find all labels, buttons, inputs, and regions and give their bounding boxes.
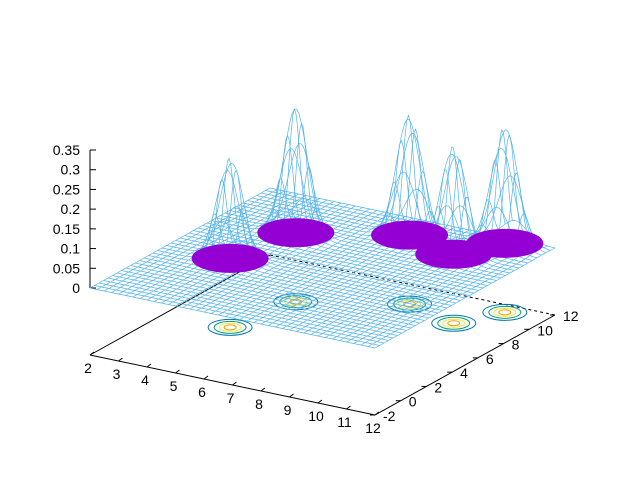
x-tick-label-10: 12	[365, 420, 381, 436]
y-tick-label-7: 12	[563, 308, 579, 324]
contour-4-1	[488, 305, 522, 319]
mesh-col-3	[111, 192, 292, 293]
x-tick-0	[89, 351, 95, 356]
x-tick-10	[374, 411, 380, 416]
mesh-col-38	[360, 238, 541, 346]
contour-0-3	[223, 324, 237, 331]
x-tick-4	[203, 375, 209, 380]
y-axis-line	[374, 314, 556, 416]
y-tick-label-5: 8	[512, 337, 520, 353]
z-tick-label-0: 0	[72, 280, 80, 296]
mesh-col-22	[246, 139, 427, 322]
x-tick-2	[146, 363, 152, 368]
mesh-col-24	[260, 128, 442, 325]
mesh-col-25	[267, 170, 449, 326]
x-tick-label-2: 4	[141, 372, 149, 388]
x-tick-label-1: 3	[113, 366, 121, 382]
y-tick-label-6: 10	[537, 322, 553, 338]
mesh-col-37	[353, 213, 534, 344]
x-tick-label-7: 9	[284, 402, 292, 418]
z-tick-label-5: 0.25	[53, 181, 80, 197]
mesh-col-0	[89, 187, 271, 289]
y-tick-label-0: -2	[383, 408, 396, 424]
mesh-col-16	[203, 211, 385, 313]
z-tick-label-2: 0.1	[61, 241, 81, 257]
mesh-col-40	[374, 247, 556, 349]
mesh-col-21	[239, 181, 420, 320]
x-tick-5	[232, 381, 237, 386]
x-tick-1	[118, 357, 123, 362]
mesh-col-4	[118, 193, 299, 295]
mesh-col-15	[196, 210, 378, 311]
mesh-col-26	[275, 210, 456, 328]
x-tick-label-8: 10	[308, 408, 324, 424]
mesh-col-23	[253, 114, 435, 323]
contour-0-0	[207, 318, 253, 336]
mesh-col-20	[232, 212, 413, 319]
x-tick-9	[346, 405, 351, 410]
mesh-col-2	[104, 190, 285, 292]
z-tick-label-7: 0.35	[53, 142, 80, 158]
z-tick-label-1: 0.05	[53, 260, 80, 276]
contour-1-1	[279, 295, 313, 309]
x-tick-6	[260, 387, 266, 392]
mesh-col-39	[367, 245, 549, 347]
peak-cap-4	[466, 228, 544, 258]
contour-4-0	[482, 303, 528, 321]
contour-4-3	[498, 309, 512, 316]
peak-cap-0	[191, 243, 269, 273]
mesh-col-31	[310, 146, 492, 335]
x-tick-label-3: 5	[170, 378, 178, 394]
y-tick-label-1: 0	[409, 394, 417, 410]
mesh-col-14	[189, 207, 370, 310]
contour-4-2	[493, 307, 517, 317]
mesh-col-13	[182, 166, 363, 308]
x-tick-label-6: 8	[255, 396, 263, 412]
z-tick-label-4: 0.2	[61, 201, 81, 217]
y-tick-label-4: 6	[486, 351, 494, 367]
x-tick-7	[289, 393, 294, 398]
x-tick-label-0: 2	[84, 360, 92, 376]
z-tick-label-3: 0.15	[53, 221, 80, 237]
mesh-col-30	[303, 169, 484, 334]
contour-3-3	[447, 320, 461, 327]
y-tick-label-2: 2	[434, 379, 442, 395]
x-tick-label-4: 6	[198, 384, 206, 400]
contour-1-2	[284, 297, 308, 307]
mesh-col-17	[210, 213, 392, 314]
x-tick-3	[175, 369, 180, 374]
mesh-col-32	[317, 158, 499, 337]
contour-3-0	[431, 314, 477, 332]
peak-cap-1	[257, 218, 335, 248]
x-tick-8	[317, 399, 323, 404]
mesh-col-1	[96, 189, 278, 290]
x-tick-label-9: 11	[337, 414, 352, 430]
contour-0-2	[218, 322, 242, 332]
x-tick-label-5: 7	[227, 390, 235, 406]
z-tick-label-6: 0.3	[61, 162, 81, 178]
peak-cap-2	[371, 220, 449, 250]
contour-0-1	[213, 320, 247, 334]
contour-2-1	[393, 297, 427, 311]
y-tick-label-3: 4	[460, 365, 468, 381]
mesh-col-36	[346, 172, 527, 343]
contour-3-1	[437, 316, 471, 330]
axes: 0 0.05 0.1 0.15 0.2 0.25 0.3 0.35 2 3 4 5 6 7 8 9 10 11 12…	[53, 142, 579, 436]
contour-3-2	[442, 318, 466, 328]
mesh-col-18	[218, 214, 399, 316]
peak-caps	[191, 218, 544, 273]
